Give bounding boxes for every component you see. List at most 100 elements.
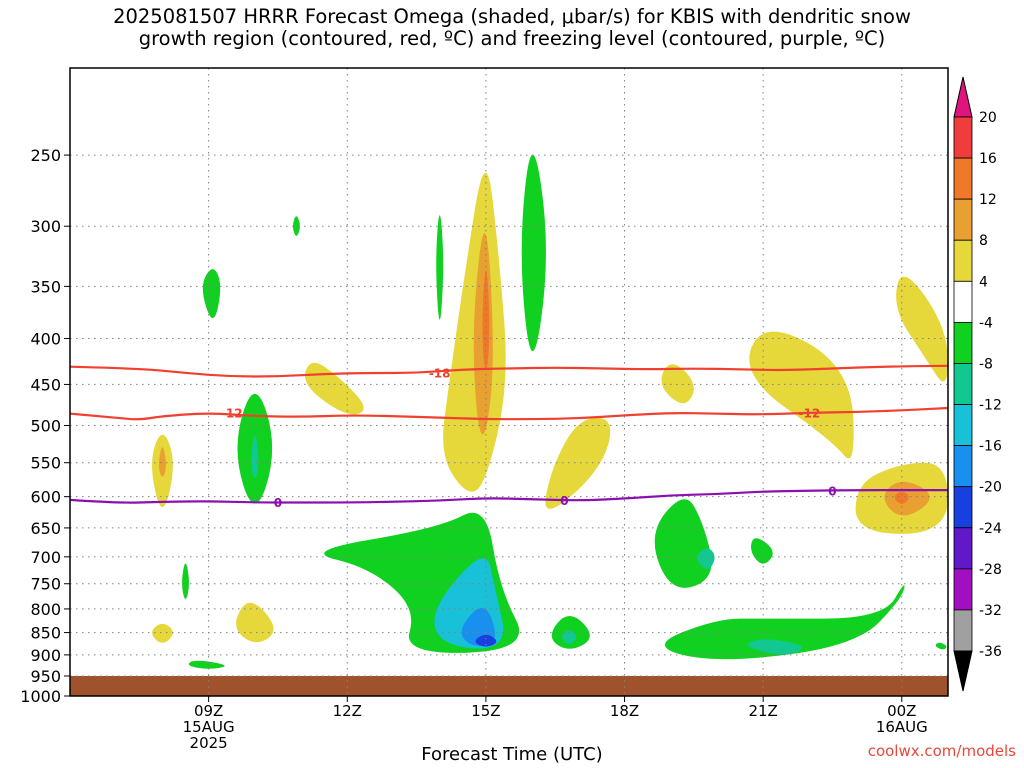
contour-label-0-1: 0 [560,494,568,508]
x-axis-title: Forecast Time (UTC) [421,744,603,765]
omega-region-16 [545,417,611,509]
omega-region-23 [654,499,712,588]
colorbar-bin-8 [953,445,973,488]
colorbar-label-13: -36 [979,644,1002,660]
contour-label-m18-0: -18 [429,366,451,380]
colorbar-bin-0 [953,116,973,159]
omega-region-10 [188,660,225,669]
omega-region-1 [158,447,166,477]
colorbar-bin-2 [953,198,973,241]
y-tick-label-950: 950 [30,667,61,686]
omega-region-22 [562,630,576,644]
y-tick-label-650: 650 [30,519,61,538]
plot-grid [70,68,948,697]
omega-region-34 [935,642,947,650]
x-tick-label-1-0: 12Z [333,702,362,720]
y-tick-label-900: 900 [30,646,61,665]
omega-region-7 [236,602,274,643]
omega-region-25 [661,364,694,404]
colorbar-label-4: 4 [979,274,988,290]
omega-region-2 [202,269,221,319]
omega-region-15 [521,154,546,352]
colorbar-label-10: -24 [979,521,1002,537]
contour-label-m12-1: -12 [799,406,821,420]
colorbar-bin-12 [953,609,973,652]
colorbar-bin-10 [953,527,973,570]
y-tick-label-350: 350 [30,277,61,296]
omega-region-5 [251,434,259,479]
colorbar-bin-3 [953,239,973,282]
x-tick-label-0-1: 15AUG [183,718,235,736]
y-tick-label-250: 250 [30,146,61,165]
colorbar-label-0: 20 [979,110,997,126]
ground-fill [70,675,948,696]
x-tick-label-0-2: 2025 [190,734,228,752]
colorbar-label-8: -16 [979,439,1002,455]
colorbar-label-3: 8 [979,233,988,249]
colorbar-bin-6 [953,363,973,405]
colorbar-label-6: -8 [979,356,993,372]
colorbar-bin-5 [953,321,973,364]
colorbar-top-arrow [953,76,973,118]
contour--18 [70,364,948,378]
colorbar-label-12: -32 [979,603,1002,619]
y-tick-label-700: 700 [30,548,61,567]
omega-region-3 [292,216,300,236]
omega-region-29 [747,639,802,655]
y-tick-label-450: 450 [30,375,61,394]
colorbar-bin-4 [953,280,973,323]
omega-region-11 [436,215,444,320]
colorbar-bin-7 [953,404,973,447]
plot-frame [69,67,949,697]
omega-region-26 [749,331,854,459]
contour--12 [70,406,948,421]
y-tick-label-550: 550 [30,454,61,473]
y-tick-label-400: 400 [30,329,61,348]
title-line-1: 2025081507 HRRR Forecast Omega (shaded, … [113,5,911,28]
colorbar-bottom-arrow [953,650,973,692]
colorbar-bin-9 [953,486,973,529]
colorbar-label-2: 12 [979,192,997,208]
x-tick-label-0-0: 09Z [194,702,223,720]
x-tick-label-4-0: 21Z [748,702,777,720]
colorbar-label-5: -4 [979,315,993,331]
colorbar-label-7: -12 [979,398,1002,414]
colorbar-bin-1 [953,157,973,200]
y-tick-label-500: 500 [30,417,61,436]
x-tick-label-3-0: 18Z [610,702,639,720]
credit-text: coolwx.com/models [867,742,1016,760]
omega-shading [152,154,948,669]
omega-region-8 [152,623,173,643]
colorbar-label-1: 16 [979,151,997,167]
x-tick-label-5-0: 00Z [887,702,916,720]
omega-region-9 [182,563,189,599]
y-tick-label-750: 750 [30,575,61,594]
temperature-contours: -18 -12 -12 0 0 0 [70,364,948,510]
x-tick-label-5-1: 16AUG [876,718,928,736]
y-tick-label-300: 300 [30,217,61,236]
omega-region-24 [697,548,715,570]
x-tick-label-2-0: 15Z [471,702,500,720]
contour-0 [70,489,948,504]
omega-region-28 [664,585,905,660]
omega-region-27 [751,538,773,564]
contour-label-m12-0: -12 [221,406,243,420]
y-tick-label-800: 800 [30,600,61,619]
colorbar-label-11: -28 [979,562,1002,578]
y-axis: 250 300 350 400 450 500 550 600 650 700 750 800 850 9… [20,146,70,706]
omega-region-6 [304,362,364,415]
colorbar-label-9: -20 [979,480,1002,496]
y-tick-label-1000: 1000 [20,687,61,706]
contour-label-0-2: 0 [828,484,836,498]
y-tick-label-600: 600 [30,488,61,507]
title-line-2: growth region (contoured, red, ºC) and f… [138,27,886,50]
colorbar-bin-11 [953,568,973,611]
omega-region-20 [475,634,497,647]
ground-layer [70,675,948,696]
contour-label-0-0: 0 [274,496,282,510]
colorbar: 20 16 12 8 4 -4 -8 -12 -16 -20 -24 -28 -32 -36 [953,76,1002,692]
omega-region-33 [894,491,909,504]
chart-title: 2025081507 HRRR Forecast Omega (shaded, … [0,6,1024,50]
